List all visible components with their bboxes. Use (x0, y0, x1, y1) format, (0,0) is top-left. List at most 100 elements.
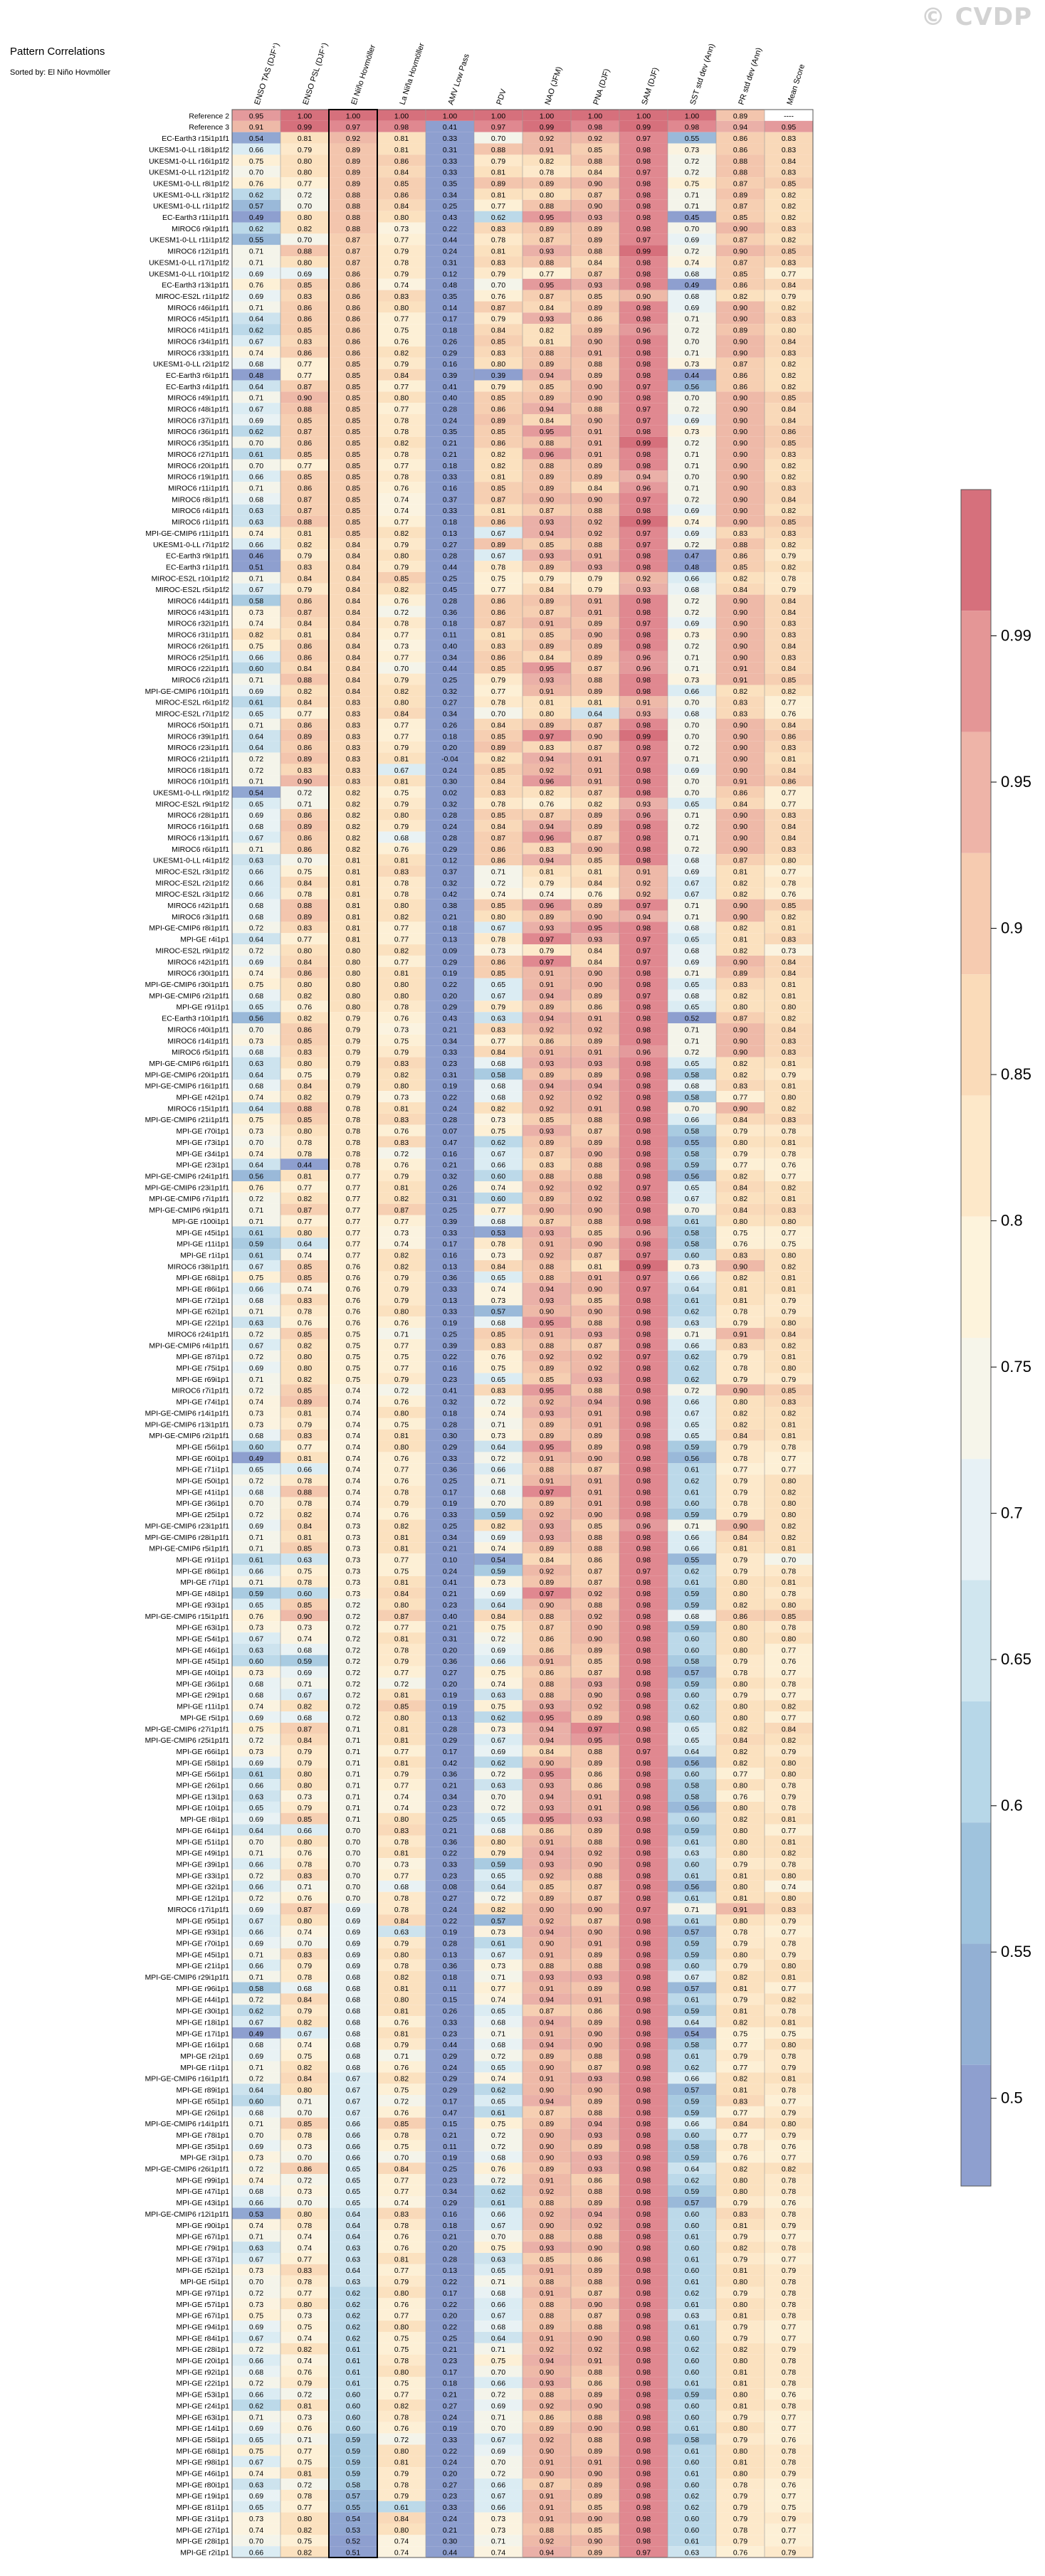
cell-value-label: 0.76 (782, 891, 796, 899)
cell-value-label: 0.90 (540, 2132, 554, 2140)
cell-value-label: 0.70 (298, 2155, 312, 2163)
cell-value-label: 0.88 (588, 1748, 602, 1756)
cell-value-label: 0.24 (443, 248, 457, 256)
cell-value-label: 0.17 (443, 2098, 457, 2106)
cell-value-label: 0.77 (394, 2188, 409, 2196)
cell-value-label: 0.91 (540, 1658, 554, 1666)
heatmap-cell (377, 391, 426, 403)
cell-value-label: 0.83 (733, 1342, 747, 1350)
cell-value-label: 0.98 (636, 1094, 651, 1102)
cell-value-label: 0.79 (733, 2323, 747, 2331)
cell-value-label: 0.94 (636, 474, 651, 482)
cell-value-label: 0.66 (249, 474, 263, 482)
cell-value-label: 0.84 (733, 1117, 747, 1124)
cell-value-label: 0.98 (636, 180, 651, 188)
cell-value-label: 0.67 (491, 1737, 505, 1745)
cell-value-label: 0.78 (298, 2279, 312, 2286)
cell-value-label: 0.32 (443, 1399, 457, 1407)
cell-value-label: 0.31 (443, 1195, 457, 1203)
cell-value-label: 0.44 (443, 665, 457, 673)
cell-value-label: 0.89 (588, 1951, 602, 1959)
heatmap-cell (232, 425, 280, 437)
cell-value-label: 0.64 (249, 1162, 263, 1170)
cell-value-label: 0.98 (636, 2143, 651, 2151)
row-label: MPI-GE r22i1p1 (177, 1320, 230, 1328)
heatmap-cell (474, 865, 522, 877)
cell-value-label: 0.81 (782, 1060, 796, 1068)
row-label: UKESM1-0-LL r7i1p1f2 (153, 542, 229, 549)
cell-value-label: 0.90 (733, 305, 747, 312)
cell-value-label: 0.89 (733, 191, 747, 199)
heatmap-cell (522, 312, 571, 324)
cell-value-label: 0.89 (298, 1399, 312, 1407)
cell-value-label: 0.90 (733, 812, 747, 820)
heatmap-cell (280, 504, 329, 516)
cell-value-label: 0.88 (588, 2053, 602, 2061)
cell-value-label: 0.68 (249, 2042, 263, 2049)
heatmap-cell (474, 1001, 522, 1013)
cell-value-label: 0.72 (249, 1478, 263, 1486)
cell-value-label: 0.79 (733, 2053, 747, 2061)
cell-value-label: 0.78 (394, 474, 409, 482)
heatmap-cell (716, 640, 765, 651)
row-label: MIROC6 r16i1p1f1 (167, 823, 229, 831)
cell-value-label: 0.41 (443, 1579, 457, 1587)
heatmap-cell (522, 978, 571, 990)
cell-value-label: 0.85 (346, 384, 360, 391)
heatmap-cell (377, 922, 426, 934)
heatmap-cell (716, 1034, 765, 1046)
cell-value-label: 0.98 (636, 677, 651, 685)
cell-value-label: 0.84 (298, 2076, 312, 2084)
heatmap-cell (765, 707, 813, 719)
cell-value-label: 0.91 (588, 349, 602, 357)
heatmap-cell (571, 764, 619, 776)
heatmap-cell (232, 696, 280, 708)
cell-value-label: 0.74 (394, 1805, 409, 1812)
cell-value-label: 0.98 (636, 2244, 651, 2252)
cell-value-label: 0.36 (443, 1274, 457, 1282)
cell-value-label: 0.72 (346, 1714, 360, 1722)
cell-value-label: 0.77 (394, 632, 409, 640)
cell-value-label: 0.88 (298, 406, 312, 414)
cell-value-label: 0.89 (588, 2019, 602, 2027)
heatmap-cell (426, 120, 474, 132)
cell-value-label: 0.25 (443, 2166, 457, 2174)
cell-value-label: 0.49 (685, 282, 699, 290)
cell-value-label: 0.87 (298, 1207, 312, 1215)
heatmap-cell (668, 110, 716, 121)
cell-value-label: 0.97 (636, 621, 651, 628)
cell-value-label: 0.81 (782, 1286, 796, 1294)
heatmap-cell (329, 504, 377, 516)
cell-value-label: 0.64 (491, 1602, 505, 1610)
row-label: MPI-GE r5i1p1 (180, 1714, 229, 1722)
heatmap-cell (474, 989, 522, 1001)
row-label: MPI-GE r93i1p1 (177, 1929, 230, 1937)
row-label: MPI-GE r90i1p1 (177, 2222, 230, 2230)
cell-value-label: 0.96 (636, 1049, 651, 1057)
cell-value-label: 0.80 (733, 1704, 747, 1711)
cell-value-label: 0.76 (346, 1320, 360, 1328)
heatmap-cell (280, 459, 329, 471)
cell-value-label: 0.86 (588, 2256, 602, 2264)
cell-value-label: 0.82 (733, 2166, 747, 2174)
cell-value-label: 0.24 (443, 1906, 457, 1914)
cell-value-label: 0.71 (685, 812, 699, 820)
cell-value-label: 0.70 (491, 711, 505, 719)
cell-value-label: 0.94 (540, 1015, 554, 1023)
cell-value-label: 0.73 (249, 1748, 263, 1756)
cell-value-label: 0.65 (491, 1376, 505, 1384)
heatmap-cell (426, 843, 474, 855)
cell-value-label: 0.71 (685, 1026, 699, 1034)
heatmap-cell (571, 933, 619, 945)
cell-value-label: 0.87 (588, 1918, 602, 1926)
heatmap-cell (280, 154, 329, 167)
cell-value-label: 0.77 (346, 1218, 360, 1226)
cell-value-label: 0.90 (733, 338, 747, 346)
heatmap-cell (232, 403, 280, 415)
heatmap-cell (619, 301, 668, 313)
cell-value-label: 0.90 (588, 1862, 602, 1869)
heatmap-cell (474, 324, 522, 336)
cell-value-label: 0.78 (782, 2244, 796, 2252)
cell-value-label: 0.83 (782, 621, 796, 628)
cell-value-label: 0.81 (491, 507, 505, 515)
